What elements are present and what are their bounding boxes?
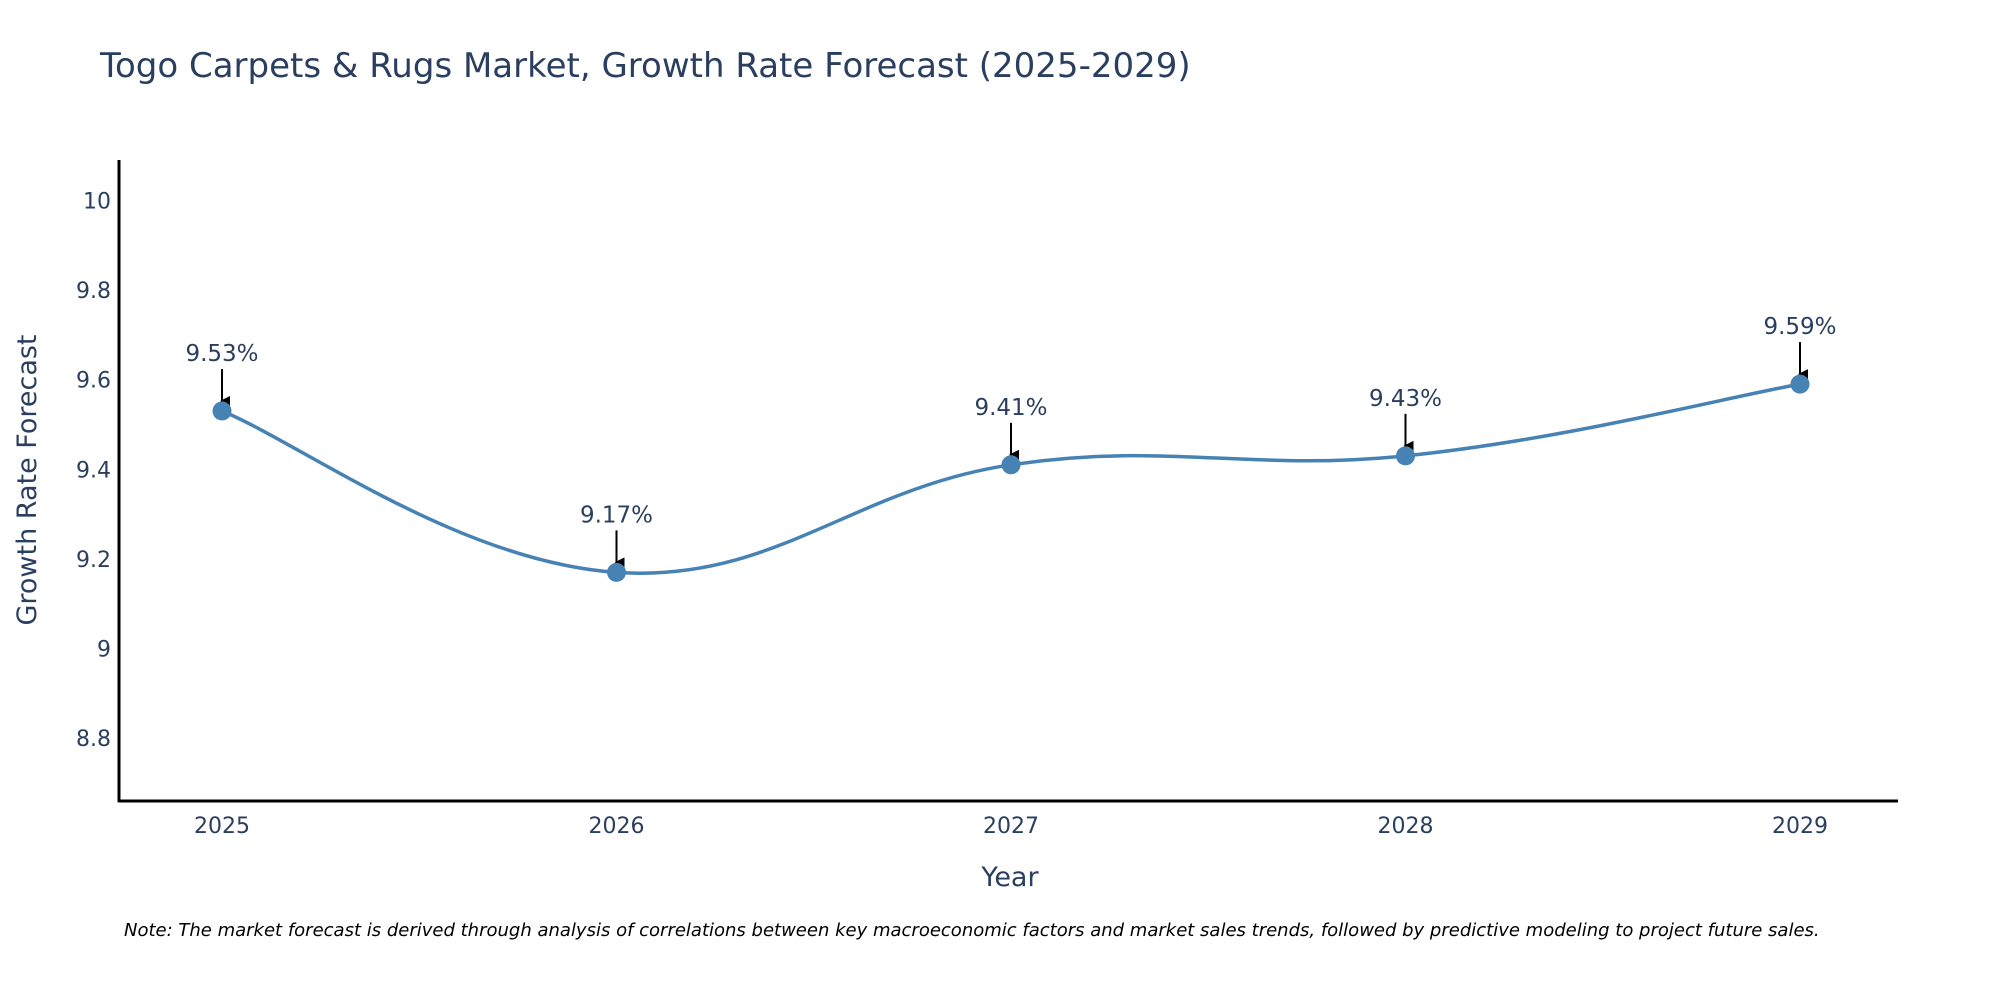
- x-tick-label: 2029: [1772, 814, 1828, 839]
- data-point: [607, 562, 626, 582]
- data-point: [1790, 374, 1810, 394]
- y-tick-label: 9.6: [76, 369, 111, 394]
- data-markers: [212, 374, 1810, 582]
- data-label: 9.17%: [580, 502, 653, 528]
- x-axis: 2025 2026 2027 2028 2029: [118, 799, 1898, 839]
- data-label: 9.53%: [185, 341, 258, 367]
- y-tick-label: 9.2: [76, 548, 111, 573]
- data-point: [1396, 446, 1415, 466]
- x-tick-label: 2026: [589, 814, 645, 839]
- data-point: [212, 401, 232, 421]
- x-axis-title: Year: [980, 862, 1039, 893]
- y-tick-label: 9: [97, 638, 111, 663]
- y-axis-title: Growth Rate Forecast: [12, 334, 43, 625]
- footnote: Note: The market forecast is derived thr…: [124, 920, 1820, 941]
- data-label: 9.43%: [1369, 386, 1442, 412]
- x-tick-label: 2027: [983, 814, 1039, 839]
- x-tick-label: 2028: [1378, 814, 1434, 839]
- data-label: 9.59%: [1763, 314, 1836, 340]
- data-point: [1001, 455, 1021, 475]
- data-label: 9.41%: [974, 395, 1047, 421]
- y-tick-label: 8.8: [76, 727, 111, 752]
- data-annotations: 9.53% 9.17% 9.41% 9.43% 9.59%: [185, 314, 1837, 568]
- y-axis: 8.8 9 9.2 9.4 9.6 9.8 10: [76, 160, 121, 802]
- y-tick-label: 10: [83, 189, 111, 214]
- x-tick-label: 2025: [194, 814, 250, 839]
- y-tick-label: 9.4: [76, 458, 111, 483]
- chart-title: Togo Carpets & Rugs Market, Growth Rate …: [100, 46, 1191, 86]
- y-tick-label: 9.8: [76, 279, 111, 304]
